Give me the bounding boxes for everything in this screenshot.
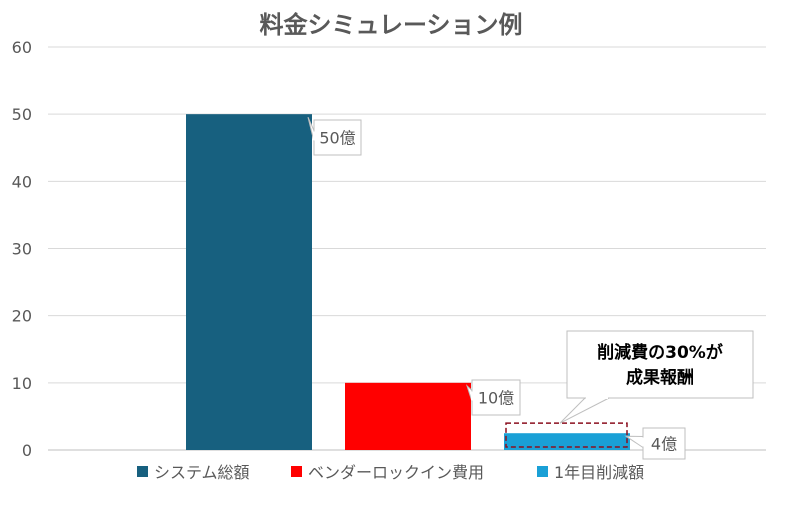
- legend-label: システム総額: [154, 463, 250, 482]
- legend-swatch: [137, 466, 148, 477]
- data-label-joint: [642, 437, 644, 447]
- legend-swatch: [537, 466, 548, 477]
- bar: [345, 382, 471, 450]
- annotation-pointer: [559, 397, 610, 424]
- y-tick-label: 50: [12, 105, 32, 124]
- data-label-box: [471, 379, 521, 416]
- annotation-text: 削減費の30%が: [597, 342, 723, 363]
- y-tick-label: 20: [12, 307, 32, 326]
- bar: [504, 433, 630, 450]
- highlight-dashed-box: [505, 422, 628, 448]
- data-label-joint: [313, 131, 315, 141]
- legend-swatch: [291, 466, 302, 477]
- y-tick-label: 40: [12, 172, 32, 191]
- data-label: 50億: [319, 129, 355, 148]
- y-tick-label: 30: [12, 240, 32, 259]
- y-tick-label: 60: [12, 38, 32, 57]
- legend-label: ベンダーロックイン費用: [308, 463, 484, 482]
- annotation-text: 成果報酬: [626, 367, 694, 388]
- legend-label: 1年目削減額: [554, 463, 644, 482]
- data-label: 4億: [651, 435, 677, 454]
- annotation-box: [566, 330, 754, 399]
- bar: [186, 114, 312, 451]
- y-tick-label: 10: [12, 374, 32, 393]
- data-label: 10億: [478, 389, 514, 408]
- y-tick-label: 0: [22, 441, 32, 460]
- annotation-joint: [586, 397, 608, 399]
- chart-title: 料金シミュレーション例: [259, 11, 522, 39]
- data-label-box: [642, 427, 686, 460]
- data-label-joint: [471, 391, 473, 401]
